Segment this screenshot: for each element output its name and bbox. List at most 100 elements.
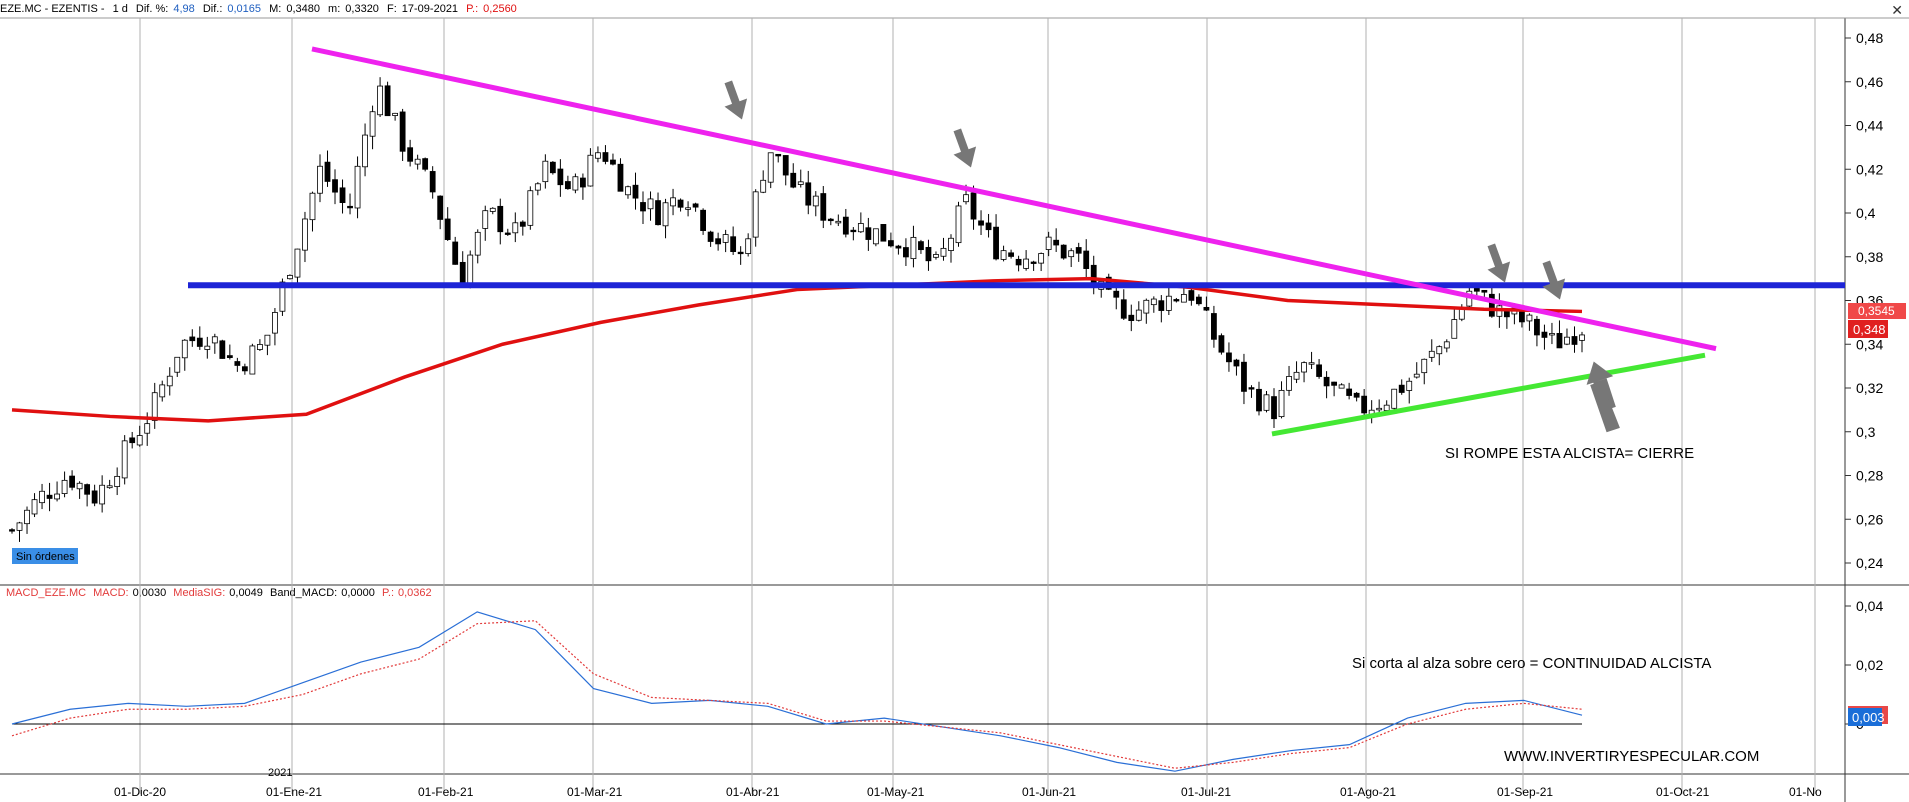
- time-tick-label: 01-Mar-21: [567, 785, 623, 799]
- candle-body: [910, 236, 917, 260]
- price-tick-label: 0,32: [1856, 380, 1883, 396]
- candle-body: [151, 392, 158, 421]
- candle-body: [602, 152, 609, 162]
- candle-body: [114, 475, 121, 487]
- candle-body: [519, 221, 526, 227]
- candle-body: [69, 475, 75, 488]
- macd-header: MACD_EZE.MC MACD: 0,0030 MediaSIG: 0,0049 …: [6, 586, 436, 600]
- candle-body: [392, 112, 399, 116]
- candle-body: [106, 485, 113, 489]
- candle-body: [1541, 331, 1548, 338]
- candle-body: [865, 227, 872, 240]
- candle-body: [241, 366, 248, 372]
- candle-body: [1218, 335, 1225, 353]
- candle-body: [903, 247, 909, 258]
- candle-body: [362, 134, 368, 168]
- candle-body: [1015, 258, 1022, 266]
- candle-body: [655, 200, 661, 226]
- price-tick-label: 0,34: [1856, 336, 1883, 352]
- candle-body: [1075, 247, 1082, 254]
- candle-body: [504, 232, 511, 235]
- candle-body: [61, 479, 68, 494]
- candle-body: [1564, 336, 1570, 345]
- candle-body: [482, 210, 489, 229]
- candle-body: [1383, 404, 1390, 411]
- uptrend-line: [1271, 352, 1706, 437]
- candle-body: [31, 499, 38, 515]
- candle-body: [1301, 362, 1307, 373]
- candle-body: [1443, 341, 1450, 349]
- min-label: m:: [328, 3, 341, 15]
- candle-body: [564, 181, 571, 190]
- candle-body: [1128, 314, 1135, 321]
- macd-tick-label: 0,02: [1856, 657, 1883, 673]
- chart-header: EZE.MC - EZENTIS - 1 d Dif. %: 4,98 Dif.:…: [0, 0, 1909, 18]
- support-note: SI ROMPE ESTA ALCISTA= CIERRE: [1445, 445, 1694, 462]
- candle-body: [760, 179, 767, 193]
- p-value: 0,2560: [483, 3, 517, 15]
- candle-body: [1135, 309, 1142, 321]
- candle-body: [610, 159, 616, 165]
- macd-panel: 0,040,020: [11, 598, 1883, 772]
- signal-line: [11, 620, 1583, 769]
- candle-body: [1406, 380, 1413, 391]
- candle-body: [159, 384, 166, 398]
- macd-note: Si corta al alza sobre cero = CONTINUIDA…: [1352, 655, 1711, 672]
- max-value: 0,3480: [286, 3, 320, 15]
- dif-pct-label: Dif. %:: [135, 3, 169, 15]
- candle-body: [1256, 388, 1262, 412]
- candle-body: [287, 274, 293, 280]
- candle-body: [580, 177, 586, 188]
- ma-tag: 0,3545: [1858, 304, 1895, 318]
- candle-body: [948, 237, 954, 251]
- time-tick-label: 01-Sep-21: [1497, 785, 1553, 799]
- candle-body: [309, 192, 316, 221]
- candle-body: [234, 361, 241, 366]
- candle-body: [84, 484, 91, 495]
- candle-body: [572, 176, 579, 191]
- candle-body: [685, 207, 691, 210]
- candle-body: [377, 85, 383, 116]
- candle-body: [1195, 296, 1202, 305]
- candle-body: [1398, 384, 1405, 393]
- candle-body: [121, 440, 128, 479]
- down-arrow-icon: [724, 80, 748, 120]
- candle-body: [437, 195, 444, 220]
- candle-body: [422, 158, 429, 170]
- candle-body: [204, 345, 211, 350]
- candle-body: [256, 344, 263, 350]
- candle-body: [1519, 310, 1525, 323]
- candle-body: [850, 229, 857, 233]
- price-tick-label: 0,28: [1856, 468, 1883, 484]
- up-arrow-shaft: [1590, 381, 1620, 433]
- date-label: F:: [387, 3, 397, 15]
- candlesticks: [9, 77, 1585, 542]
- candle-body: [677, 199, 684, 208]
- candle-body: [587, 154, 594, 187]
- candle-body: [1556, 332, 1563, 349]
- price-axis: 0,480,460,440,420,40,380,360,340,320,30,…: [1845, 30, 1883, 571]
- downtrend-line: [311, 46, 1717, 352]
- website-label: WWW.INVERTIRYESPECULAR.COM: [1504, 748, 1759, 765]
- candle-body: [317, 165, 323, 194]
- candle-body: [557, 168, 564, 186]
- candle-body: [715, 238, 722, 245]
- close-icon[interactable]: ✕: [1891, 2, 1903, 18]
- candle-body: [339, 187, 346, 204]
- sig-value: 0,0049: [229, 587, 263, 599]
- candle-body: [722, 234, 729, 243]
- candle-body: [1038, 253, 1045, 264]
- orders-badge: Sin órdenes: [16, 551, 75, 563]
- candle-body: [1180, 294, 1187, 303]
- candle-body: [1488, 293, 1495, 317]
- band-value: 0,0000: [341, 587, 375, 599]
- price-tick-label: 0,42: [1856, 161, 1883, 177]
- candle-body: [842, 216, 849, 235]
- ma-tag-bg: [1848, 303, 1906, 319]
- time-tick-label: 01-Oct-21: [1656, 785, 1710, 799]
- candle-body: [489, 207, 496, 212]
- candle-body: [1023, 258, 1030, 269]
- candle-body: [76, 482, 83, 490]
- candle-body: [1316, 364, 1322, 377]
